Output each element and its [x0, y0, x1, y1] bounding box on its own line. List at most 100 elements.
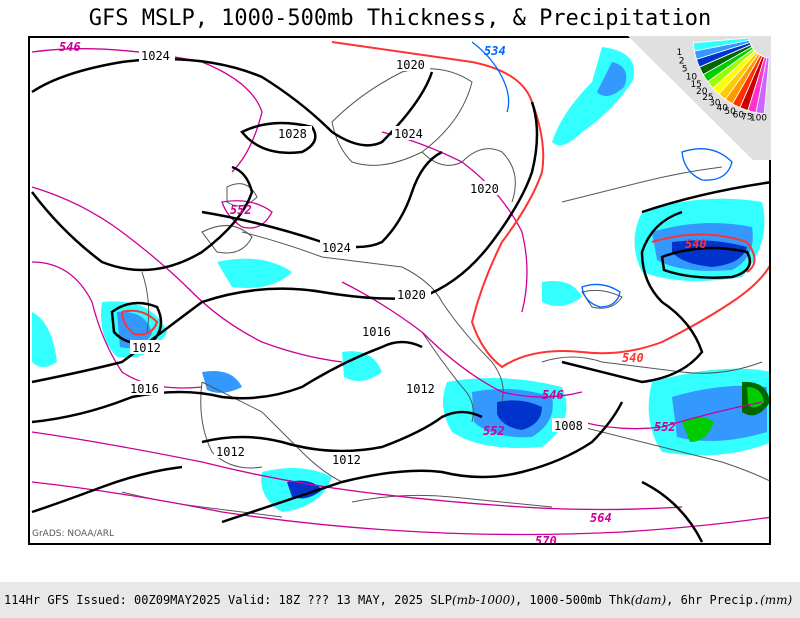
isobar-label: 1016	[130, 382, 159, 396]
coastline	[351, 494, 553, 508]
isobar-label: 1012	[332, 453, 361, 467]
legend-label: 100	[750, 114, 767, 124]
thickness-contour	[331, 41, 769, 369]
isobar	[31, 57, 434, 147]
precip-area	[682, 417, 714, 442]
legend-label: 1	[677, 48, 683, 58]
precip-area	[217, 258, 292, 288]
coastline	[201, 381, 343, 483]
thickness-contour	[471, 41, 510, 113]
legend-label: 40	[716, 103, 728, 113]
weather-map: 1024 1020 1028 1024 1020 1024 1020 1016 …	[28, 36, 771, 545]
legend-label: 50	[724, 107, 736, 117]
isobar-label: 1020	[396, 58, 425, 72]
isobar	[561, 210, 704, 384]
isobar	[31, 465, 183, 514]
thickness-labels: 546 534 552 540 540 546 552 552 564 570	[59, 40, 707, 545]
thickness-contour	[31, 48, 263, 173]
coastline	[581, 289, 623, 309]
thickness-contour	[581, 283, 621, 308]
precip-area	[672, 240, 747, 267]
isobar-label: 1024	[141, 49, 170, 63]
coastline	[201, 225, 253, 254]
coastline	[421, 148, 516, 203]
coastline	[561, 421, 769, 482]
isobar-label: 1008	[554, 419, 583, 433]
thickness-label: 540	[622, 351, 644, 365]
precip-area	[497, 400, 542, 430]
chart-title: GFS MSLP, 1000-500mb Thickness, & Precip…	[88, 5, 712, 31]
isobar	[641, 480, 704, 543]
thickness-label: 534	[484, 44, 506, 58]
isobar-label: 1012	[406, 382, 435, 396]
legend-label: 60	[733, 110, 745, 120]
isobar-label: 1016	[362, 325, 391, 339]
thickness-label: 546	[59, 40, 81, 54]
precip-area	[202, 371, 242, 393]
legend-wedges	[692, 37, 770, 115]
thickness-contour	[120, 309, 159, 336]
legend-label: 2	[679, 56, 685, 66]
footer-prefix: 114Hr GFS Issued: 00Z09MAY2025 Valid: 18…	[4, 593, 452, 607]
isobars	[31, 57, 769, 543]
footer-thk-units: (dam)	[630, 593, 667, 607]
thickness-label: 552	[654, 420, 676, 434]
coastline	[541, 356, 763, 374]
coastline	[121, 491, 283, 518]
coastline	[241, 231, 504, 403]
thickness-contour	[221, 200, 273, 229]
isobar	[641, 181, 769, 214]
isobar	[240, 121, 317, 154]
map-canvas: 1024 1020 1028 1024 1020 1024 1020 1016 …	[31, 40, 769, 545]
coastline	[226, 183, 258, 207]
footer-mid2: , 6hr Precip.	[666, 593, 761, 607]
isobar	[201, 410, 483, 453]
coastline	[141, 271, 150, 333]
thickness-label: 540	[685, 237, 707, 251]
thickness-label: 546	[542, 388, 564, 402]
isobar	[110, 301, 163, 345]
isobar	[31, 340, 423, 424]
legend-label: 75	[741, 112, 752, 122]
coastline	[561, 166, 723, 203]
isobar-labels: 1024 1020 1028 1024 1020 1024 1020 1016 …	[128, 48, 588, 467]
legend-label: 10	[686, 73, 698, 83]
legend-label: 15	[690, 80, 701, 90]
isobar-label: 1012	[132, 341, 161, 355]
precip-area	[597, 62, 627, 96]
footer-info: 114Hr GFS Issued: 00Z09MAY2025 Valid: 18…	[0, 582, 800, 618]
thickness-contour	[31, 186, 343, 363]
legend-label: 30	[709, 99, 721, 109]
coastline	[421, 331, 474, 423]
precip-area	[117, 311, 152, 349]
legend-wedge	[692, 37, 750, 52]
precip-area	[32, 312, 57, 367]
thickness-contour	[651, 233, 756, 273]
thickness-contour	[31, 481, 769, 536]
thickness-contour	[681, 148, 733, 181]
legend-label: 20	[696, 87, 708, 97]
legend-label: 5	[682, 65, 688, 75]
thickness-label: 570	[535, 534, 557, 545]
footer-mid: , 1000-500mb Thk	[514, 593, 631, 607]
thickness-label: 552	[483, 424, 505, 438]
thickness-label: 564	[590, 511, 612, 525]
legend-label: 25	[702, 93, 713, 103]
isobar	[201, 150, 443, 249]
isobar-label: 1020	[397, 288, 426, 302]
precip-area	[542, 281, 582, 306]
isobar-label: 1012	[216, 445, 245, 459]
thickness-label: 552	[230, 203, 252, 217]
isobar-label: 1020	[470, 182, 499, 196]
thickness-contour	[31, 431, 683, 511]
isobar	[31, 165, 254, 272]
isobar-label: 1028	[278, 127, 307, 141]
credit-text: GrADS: NOAA/ARL	[32, 529, 115, 539]
isobar	[221, 401, 624, 524]
isobar-label: 1024	[322, 241, 351, 255]
footer-precip-units: (mm)	[760, 593, 793, 607]
isobar	[660, 246, 752, 279]
thickness-contour	[341, 281, 583, 398]
